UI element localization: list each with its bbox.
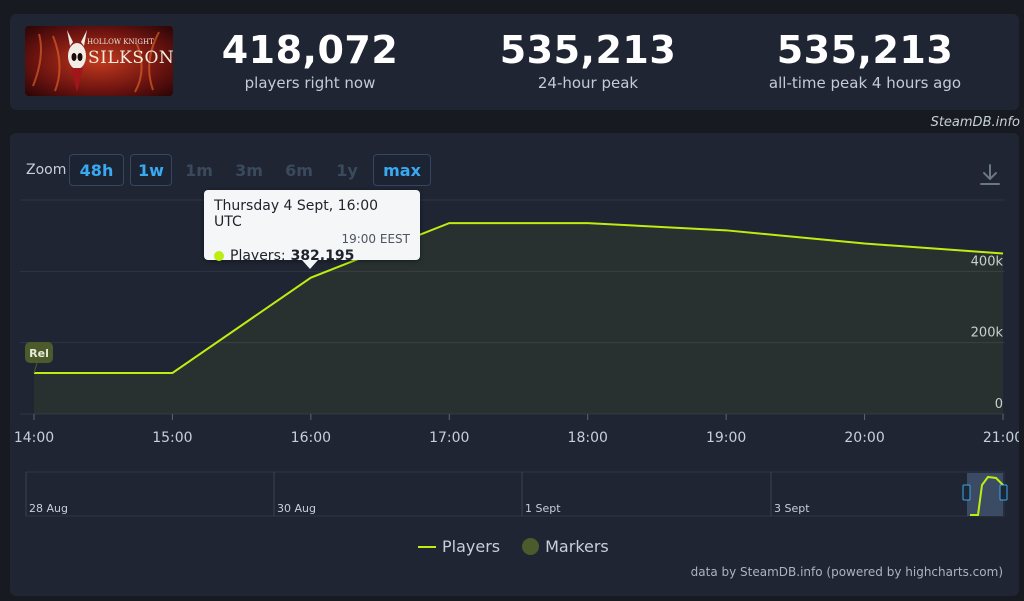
zoom-max-button[interactable]: max bbox=[373, 154, 431, 186]
x-tick-label: 15:00 bbox=[152, 430, 192, 446]
logo-title: SILKSONG bbox=[88, 48, 173, 68]
chart-tooltip: Thursday 4 Sept, 16:00 UTC 19:00 EEST Pl… bbox=[204, 190, 420, 269]
x-tick-label: 18:00 bbox=[568, 430, 608, 446]
y-tick-label: 400k bbox=[971, 254, 1004, 269]
stat-value: 535,213 bbox=[776, 28, 954, 72]
game-logo-art bbox=[25, 26, 173, 96]
legend-markers-dot-icon[interactable] bbox=[522, 538, 540, 555]
x-tick-label: 16:00 bbox=[291, 430, 331, 446]
x-tick-label: 17:00 bbox=[429, 430, 469, 446]
navigator-frame bbox=[25, 471, 1005, 517]
navigator-left-handle bbox=[962, 484, 971, 501]
navigator-date-label: 30 Aug bbox=[277, 502, 316, 515]
chart-legend: Players Markers bbox=[418, 537, 609, 556]
series-line-players bbox=[34, 222, 1004, 374]
highcharts-credit[interactable]: data by SteamDB.info (powered by highcha… bbox=[690, 565, 1003, 579]
tooltip-subtitle: 19:00 EEST bbox=[341, 232, 410, 246]
stat-current-players: 418,072 players right now bbox=[180, 28, 440, 92]
navigator-right-handle bbox=[999, 484, 1008, 501]
zoom-1m-button[interactable]: 1m bbox=[185, 160, 213, 180]
steamdb-credit[interactable]: SteamDB.info bbox=[930, 115, 1020, 130]
stat-label: 24-hour peak bbox=[537, 74, 639, 92]
tooltip-row: Players: 382,195 bbox=[214, 248, 410, 264]
navigator-series-line bbox=[970, 475, 1004, 516]
stat-value: 418,072 bbox=[221, 28, 399, 72]
release-marker bbox=[25, 342, 53, 363]
legend-markers-label[interactable]: Markers bbox=[545, 537, 609, 556]
navigator-date-label: 28 Aug bbox=[29, 502, 68, 515]
legend-players-line-icon[interactable] bbox=[418, 545, 436, 548]
zoom-6m-button[interactable]: 6m bbox=[285, 160, 313, 180]
x-tick-label: 20:00 bbox=[844, 430, 884, 446]
download-icon[interactable] bbox=[979, 163, 1001, 187]
zoom-label: Zoom bbox=[26, 162, 67, 178]
zoom-1w-button[interactable]: 1w bbox=[130, 154, 172, 186]
tooltip-title: Thursday 4 Sept, 16:00 UTC bbox=[214, 198, 379, 230]
x-tick-label: 19:00 bbox=[706, 430, 746, 446]
marker-stem bbox=[33, 362, 38, 374]
zoom-3m-button[interactable]: 3m bbox=[235, 160, 263, 180]
zoom-1y-button[interactable]: 1y bbox=[336, 160, 358, 180]
logo-subtitle: HOLLOW KNIGHT bbox=[87, 38, 154, 46]
zoom-48h-button[interactable]: 48h bbox=[69, 154, 124, 186]
stat-label: all-time peak 4 hours ago bbox=[768, 74, 962, 92]
stat-24h-peak: 535,213 24-hour peak bbox=[458, 28, 718, 92]
stat-label: players right now bbox=[244, 74, 376, 92]
player-count-chart[interactable]: 0 200k 400k 14:00 15:00 16:00 17:00 18:00 19:00 2… bbox=[10, 133, 1019, 596]
chart-panel: Zoom 48h 1w 1m 3m 6m 1y max 0 200k 400k 14:… bbox=[10, 133, 1019, 596]
tooltip-series-label: Players: bbox=[230, 248, 286, 264]
y-tick-label: 200k bbox=[971, 326, 1004, 341]
game-logo[interactable]: HOLLOW KNIGHT SILKSONG bbox=[25, 26, 173, 96]
x-tick-label: 21:00 bbox=[983, 430, 1019, 446]
stat-all-time-peak: 535,213 all-time peak 4 hours ago bbox=[735, 28, 995, 92]
release-marker-label: Rel bbox=[29, 347, 49, 360]
y-tick-label: 0 bbox=[995, 397, 1003, 412]
navigator-date-label: 3 Sept bbox=[774, 502, 810, 515]
tooltip-value: 382,195 bbox=[290, 248, 355, 264]
x-tick-label: 14:00 bbox=[14, 430, 54, 446]
legend-players-label[interactable]: Players bbox=[442, 537, 501, 556]
series-area bbox=[34, 223, 1003, 414]
navigator-date-label: 1 Sept bbox=[525, 502, 561, 515]
series-dot-icon bbox=[214, 251, 224, 261]
stats-panel: HOLLOW KNIGHT SILKSONG 418,072 players r… bbox=[10, 14, 1019, 110]
stat-value: 535,213 bbox=[499, 28, 677, 72]
